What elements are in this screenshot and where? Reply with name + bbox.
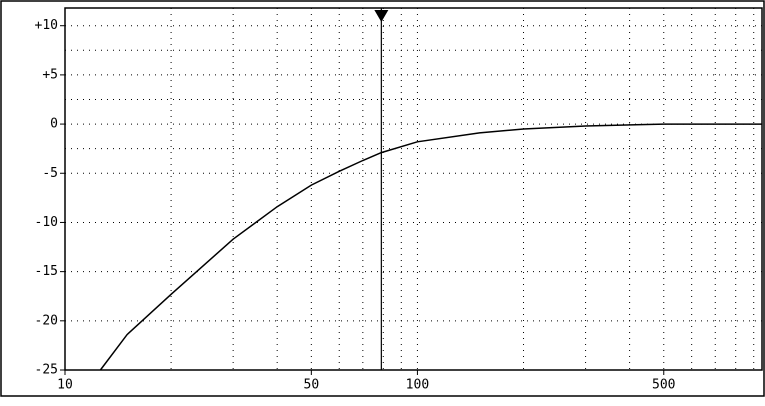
y-tick-label: -10 — [35, 215, 58, 230]
x-tick-label: 500 — [652, 378, 675, 393]
plot-frame — [64, 7, 763, 371]
marker-handle — [374, 10, 389, 22]
y-tick-label: -20 — [35, 313, 58, 328]
outer-frame — [0, 0, 765, 397]
x-tick-label: 50 — [304, 378, 320, 393]
y-tick-label: +5 — [42, 67, 58, 82]
y-tick-label: -25 — [35, 363, 58, 378]
y-tick-label: 0 — [50, 117, 58, 132]
x-tick-label: 100 — [406, 378, 429, 393]
y-tick-label: -15 — [35, 264, 58, 279]
y-tick-label: -5 — [42, 166, 58, 181]
x-tick-label: 10 — [57, 378, 73, 393]
y-tick-label: +10 — [35, 18, 58, 33]
response-curve — [99, 123, 762, 371]
